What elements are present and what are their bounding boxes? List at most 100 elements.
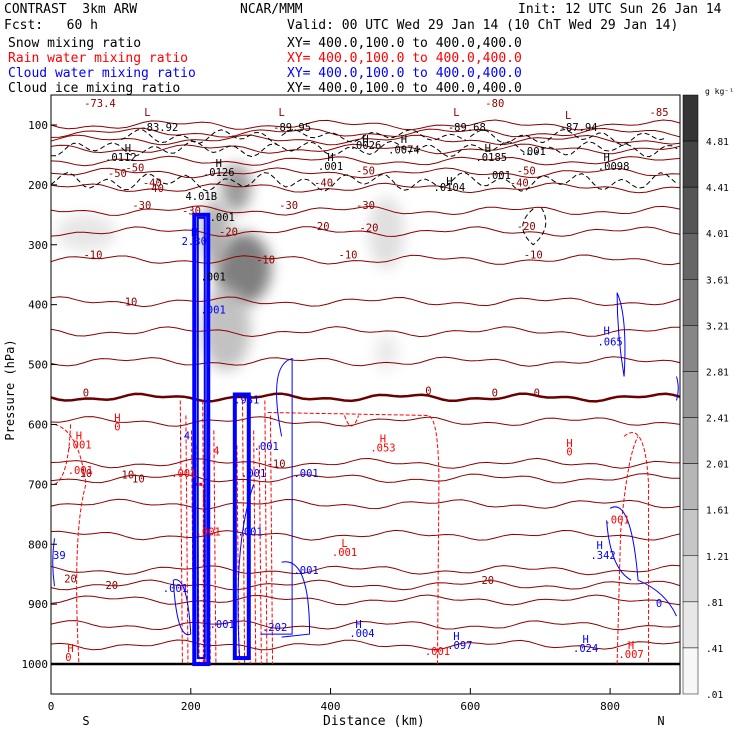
cloud-ice-contour xyxy=(522,205,547,246)
colorbar-unit: g kg⁻¹ xyxy=(705,87,734,96)
contour-label: H xyxy=(582,634,588,646)
y-tick-label: 200 xyxy=(28,179,48,192)
colorbar-tick-label: 4.81 xyxy=(706,137,729,148)
contour-label: .001 xyxy=(163,583,188,595)
cloud-water-contour xyxy=(609,506,677,617)
y-tick-label: 700 xyxy=(28,478,48,491)
x-tick-label: 200 xyxy=(181,700,201,713)
rain-contour xyxy=(258,445,262,665)
y-tick-label: 300 xyxy=(28,239,48,252)
contour-label: -83.92 xyxy=(140,122,178,134)
cloud-water-core xyxy=(232,392,251,661)
colorbar-swatch xyxy=(682,601,699,649)
cloud-ice-contour xyxy=(470,128,667,146)
isotherm-line xyxy=(51,167,680,179)
contour-label: H xyxy=(76,430,82,442)
contour-label: 0 xyxy=(656,598,662,610)
contour-label: 20 xyxy=(481,575,494,587)
contour-label: -73.4 xyxy=(84,98,116,110)
contour-label: -40 xyxy=(510,178,529,190)
contour-label: H xyxy=(628,640,634,652)
rain-contour xyxy=(241,400,246,665)
contour-label: -87.94 xyxy=(560,122,598,134)
rain-contour xyxy=(213,430,217,665)
colorbar-swatch xyxy=(682,232,699,280)
colorbar-swatch xyxy=(682,647,699,695)
contour-label: H xyxy=(401,134,407,146)
legend-rain: Rain water mixing ratio xyxy=(8,51,189,66)
colorbar-swatch xyxy=(682,140,699,188)
colorbar-swatch xyxy=(682,325,699,372)
valid-time: Valid: 00 UTC Wed 29 Jan 14 (10 ChT Wed … xyxy=(287,18,679,33)
contour-label: H xyxy=(566,438,572,450)
contour-label: .202 xyxy=(262,622,287,634)
rain-contour xyxy=(253,430,257,665)
contour-label: .001 xyxy=(210,619,235,631)
isotherm-line xyxy=(51,254,680,266)
isotherm-label: -50 xyxy=(108,168,127,180)
colorbar-tick-label: .41 xyxy=(706,644,723,655)
contour-label: 0 xyxy=(114,421,120,433)
contour-label: -30 xyxy=(356,200,375,212)
isotherm-line xyxy=(51,296,680,308)
rain-core xyxy=(192,482,206,666)
cloud-ice-contour xyxy=(51,140,678,158)
org-label: NCAR/MMM xyxy=(240,2,303,17)
contour-label: 39 xyxy=(53,550,66,562)
freezing-level-label: 0 xyxy=(425,385,431,397)
contour-label: .0112 xyxy=(105,152,137,164)
cloud-water-contour xyxy=(260,357,293,635)
isotherm-label: -10 xyxy=(267,458,286,470)
contour-label: H xyxy=(191,227,197,239)
contour-label: -40 xyxy=(143,178,162,190)
contour-label: -10 xyxy=(339,250,358,262)
contour-label: .065 xyxy=(597,336,622,348)
contour-label: .001 xyxy=(68,465,93,477)
colorbar-swatch xyxy=(682,417,699,464)
contour-label: .007 xyxy=(618,649,643,661)
contour-label: .024 xyxy=(573,643,598,655)
contour-label: 0 xyxy=(83,387,89,399)
contour-label: .342 xyxy=(590,550,615,562)
x-tick-label: 0 xyxy=(48,700,55,713)
isotherm-line xyxy=(51,143,680,155)
contour-label: H xyxy=(603,326,609,338)
colorbar-swatch xyxy=(682,463,699,510)
colorbar-tick-label: .01 xyxy=(706,690,723,701)
freezing-level-line xyxy=(51,392,680,403)
rain-contour xyxy=(179,400,183,665)
isotherm-line xyxy=(51,473,680,484)
snow-shade xyxy=(221,163,252,212)
legend-cloud: Cloud water mixing ratio xyxy=(8,66,196,81)
snow-shade xyxy=(200,286,251,371)
colorbar-tick-label: 4.01 xyxy=(706,229,729,240)
isotherm-line xyxy=(51,127,680,138)
contour-label: L xyxy=(144,107,150,119)
colorbar-tick-label: 2.41 xyxy=(706,414,729,425)
contour-label: .001 xyxy=(241,468,266,480)
contour-label: .053 xyxy=(370,442,395,454)
contour-label: 0 xyxy=(65,652,71,664)
rain-contour xyxy=(54,423,87,665)
contour-label: -10 xyxy=(83,250,102,262)
contour-label: .0074 xyxy=(388,145,420,157)
isotherm-line xyxy=(51,529,680,541)
isotherm-label: -10 xyxy=(256,255,275,267)
contour-label: .001 xyxy=(171,468,196,480)
contour-label: H xyxy=(67,643,73,655)
rain-contour xyxy=(54,424,72,485)
forecast-hour: Fcst: 60 h xyxy=(4,18,98,33)
legend-snow: Snow mixing ratio xyxy=(8,36,142,51)
y-tick-label: 900 xyxy=(28,598,48,611)
contour-label: .001 xyxy=(604,514,629,526)
contour-label: .4 xyxy=(207,445,220,457)
x-tick-label: 800 xyxy=(600,700,620,713)
contour-label: H xyxy=(453,631,459,643)
rain-contour xyxy=(267,411,440,665)
isotherm-label: 10 xyxy=(132,473,145,485)
y-axis-label: Pressure (hPa) xyxy=(3,339,17,440)
isotherm-line xyxy=(51,498,680,510)
contour-label: .001 xyxy=(293,565,318,577)
south-label: S xyxy=(82,714,89,728)
contour-label: H xyxy=(380,433,386,445)
